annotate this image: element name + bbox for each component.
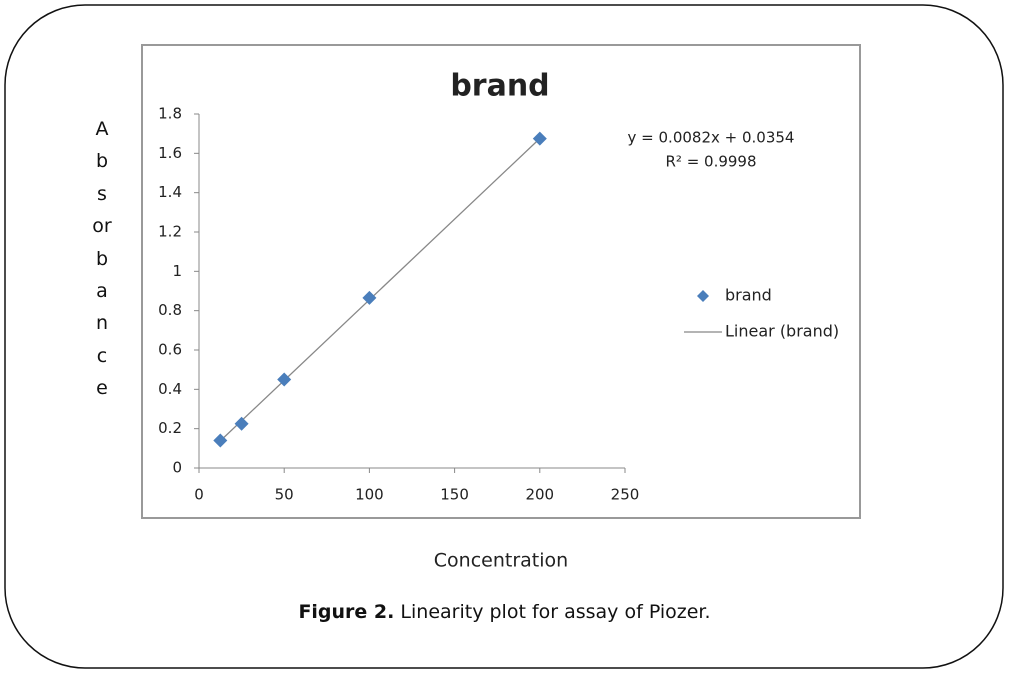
trendline: [219, 138, 541, 442]
data-point: [234, 416, 249, 431]
x-tick-label: 150: [440, 486, 469, 504]
y-tick-label: 1.6: [158, 144, 182, 162]
y-tick-label: 0.2: [158, 419, 182, 437]
chart-area: [141, 44, 861, 519]
legend-label: brand: [725, 286, 772, 305]
legend-marker: [697, 290, 709, 302]
y-tick-label: 0.8: [158, 301, 182, 319]
caption-text: Linearity plot for assay of Piozer.: [400, 601, 711, 623]
y-tick-label: 0.4: [158, 380, 182, 398]
data-point: [532, 131, 547, 146]
x-tick-label: 0: [194, 486, 204, 504]
data-point: [362, 290, 377, 305]
caption: Figure 2. Linearity plot for assay of Pi…: [0, 601, 1009, 623]
x-tick-label: 100: [355, 486, 384, 504]
data-point: [277, 372, 292, 387]
trendline-equation: y = 0.0082x + 0.0354: [628, 129, 795, 147]
x-axis-label: Concentration: [434, 550, 568, 572]
y-tick-label: 1.2: [158, 223, 182, 241]
legend-label: Linear (brand): [725, 322, 839, 341]
y-tick-label: 0: [172, 459, 182, 477]
chart-title: brand: [450, 69, 549, 104]
r-squared: R² = 0.9998: [665, 153, 756, 171]
y-tick-label: 1: [172, 262, 182, 280]
figure-frame: [4, 4, 1004, 669]
data-point: [213, 433, 228, 448]
caption-label: Figure 2.: [298, 601, 395, 623]
x-tick-label: 200: [525, 486, 554, 504]
y-tick-label: 1.4: [158, 183, 182, 201]
x-tick-label: 50: [275, 486, 294, 504]
y-axis-label: Absorbance: [92, 118, 112, 400]
y-tick-label: 0.6: [158, 341, 182, 359]
y-tick-label: 1.8: [158, 105, 182, 123]
x-tick-label: 250: [611, 486, 640, 504]
